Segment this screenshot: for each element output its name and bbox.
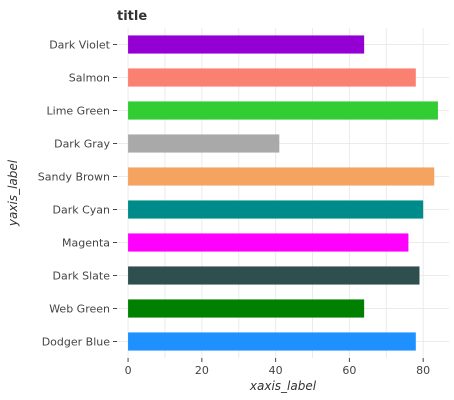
bar-dark-violet bbox=[128, 35, 364, 53]
chart-title: title bbox=[117, 9, 147, 24]
x-axis-ticks: 0 20 40 60 80 bbox=[125, 358, 431, 377]
x-tick-label: 0 bbox=[125, 364, 132, 377]
x-tick-label: 80 bbox=[416, 364, 430, 377]
bar-dodger-blue bbox=[128, 332, 416, 350]
y-tick-label: Magenta bbox=[62, 237, 110, 250]
bar-dark-cyan bbox=[128, 200, 423, 218]
bars bbox=[128, 35, 438, 350]
x-tick-label: 40 bbox=[269, 364, 283, 377]
y-tick-label: Lime Green bbox=[47, 105, 111, 118]
y-tick-label: Sandy Brown bbox=[38, 171, 110, 184]
y-tick-label: Salmon bbox=[69, 72, 110, 85]
y-tick-label: Web Green bbox=[49, 303, 110, 316]
y-tick-label: Dark Cyan bbox=[52, 204, 110, 217]
x-tick-label: 20 bbox=[195, 364, 209, 377]
bar-web-green bbox=[128, 299, 364, 317]
x-axis-label: xaxis_label bbox=[249, 379, 317, 393]
bar-magenta bbox=[128, 233, 408, 251]
y-tick-label: Dark Violet bbox=[49, 39, 110, 52]
y-tick-label: Dodger Blue bbox=[42, 336, 111, 349]
bar-lime-green bbox=[128, 101, 438, 119]
bar-dark-gray bbox=[128, 134, 279, 152]
bar-salmon bbox=[128, 68, 416, 86]
y-axis-ticks: Dodger Blue Web Green Dark Slate Magenta Dar… bbox=[38, 39, 117, 349]
bar-dark-slate bbox=[128, 266, 419, 284]
y-tick-label: Dark Gray bbox=[54, 138, 110, 151]
y-axis-label: yaxis_label bbox=[6, 159, 20, 227]
x-tick-label: 60 bbox=[342, 364, 356, 377]
y-tick-label: Dark Slate bbox=[53, 270, 111, 283]
bar-sandy-brown bbox=[128, 167, 434, 185]
